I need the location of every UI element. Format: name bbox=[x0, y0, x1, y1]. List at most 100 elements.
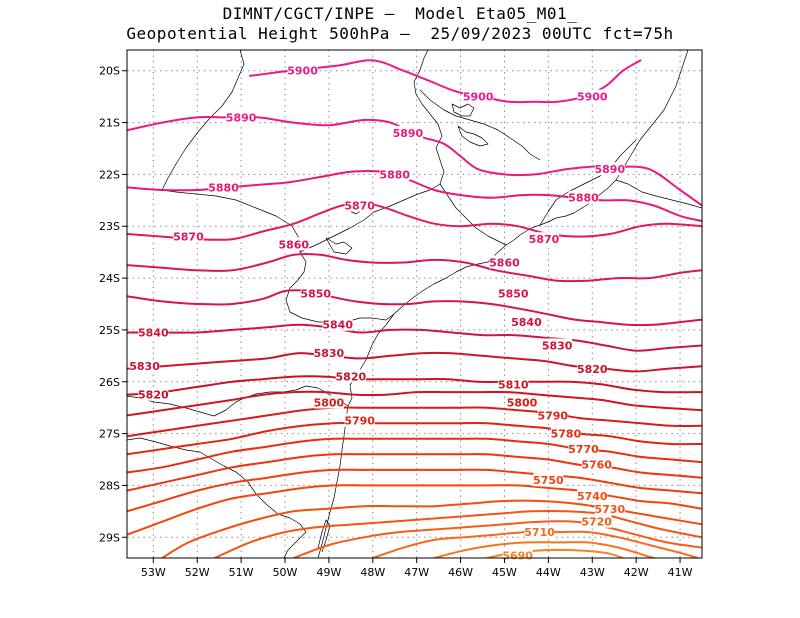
contour-label-5870: 5870 bbox=[173, 231, 204, 244]
contour-label-5880: 5880 bbox=[568, 192, 599, 205]
border-5 bbox=[299, 50, 445, 253]
contour-label-bg bbox=[511, 315, 542, 329]
x-tick-label: 53W bbox=[141, 566, 166, 579]
contour-label-5710: 5710 bbox=[524, 526, 555, 539]
border-2 bbox=[127, 437, 307, 558]
contour-label-bg bbox=[528, 232, 559, 246]
contour-line-5830 bbox=[127, 351, 702, 373]
contour-line-5750 bbox=[127, 484, 702, 536]
contour-label-5730: 5730 bbox=[595, 503, 626, 516]
border-4 bbox=[161, 50, 301, 252]
contour-label-5890: 5890 bbox=[226, 111, 257, 124]
coastline-map bbox=[127, 50, 702, 558]
contour-line-5760 bbox=[127, 468, 702, 513]
x-tick-label: 42W bbox=[624, 566, 649, 579]
contour-label-5720: 5720 bbox=[581, 516, 612, 529]
contour-label-5850: 5850 bbox=[498, 288, 529, 301]
x-tick-label: 45W bbox=[492, 566, 517, 579]
contour-label-bg bbox=[568, 190, 599, 204]
coastline-main bbox=[347, 50, 689, 407]
contour-line-5730 bbox=[213, 510, 702, 558]
contour-label-5860: 5860 bbox=[278, 238, 309, 251]
reservoir-2 bbox=[457, 125, 489, 147]
contour-line-5870 bbox=[127, 201, 702, 241]
y-tick-label: 23S bbox=[99, 220, 120, 233]
y-tick-label: 20S bbox=[99, 65, 120, 78]
y-tick-label: 29S bbox=[99, 531, 120, 544]
contour-line-5850 bbox=[127, 289, 702, 327]
x-tick-label: 47W bbox=[404, 566, 429, 579]
contour-label-5840: 5840 bbox=[322, 319, 353, 332]
contour-label-bg bbox=[577, 89, 608, 103]
reservoir-1 bbox=[451, 103, 475, 117]
contour-label-bg bbox=[208, 180, 239, 194]
contour-label-5890: 5890 bbox=[393, 127, 424, 140]
contour-line-5780 bbox=[127, 437, 702, 474]
contour-line-5840 bbox=[127, 323, 702, 352]
contour-label-5780: 5780 bbox=[551, 428, 582, 441]
contour-label-bg bbox=[594, 501, 625, 515]
contour-label-5880: 5880 bbox=[208, 181, 239, 194]
x-tick-label: 49W bbox=[316, 566, 341, 579]
contour-label-5790: 5790 bbox=[537, 409, 568, 422]
contour-label-5800: 5800 bbox=[314, 396, 345, 409]
lagoon bbox=[317, 519, 331, 553]
contour-label-bg bbox=[344, 198, 375, 212]
contour-line-5720 bbox=[292, 520, 702, 558]
contour-label-5900: 5900 bbox=[577, 91, 608, 104]
contour-line-5810 bbox=[127, 390, 702, 417]
y-tick-label: 27S bbox=[99, 428, 120, 441]
y-tick-label: 21S bbox=[99, 117, 120, 130]
contour-label-bg bbox=[581, 514, 612, 528]
contour-label-bg bbox=[581, 457, 612, 471]
contour-label-5880: 5880 bbox=[379, 168, 410, 181]
chart-title-line2: Geopotential Height 500hPa – 25/09/2023 … bbox=[126, 24, 674, 43]
contour-label-5690: 5690 bbox=[502, 549, 533, 562]
border-9 bbox=[419, 89, 541, 161]
contour-label-bg bbox=[568, 442, 599, 456]
contour-label-bg bbox=[489, 255, 520, 269]
contour-label-bg bbox=[507, 395, 538, 409]
coastline-south bbox=[317, 405, 349, 558]
contour-label-5860: 5860 bbox=[489, 257, 520, 270]
contour-label-5820: 5820 bbox=[336, 371, 367, 384]
x-tick-label: 41W bbox=[668, 566, 693, 579]
contour-label-bg bbox=[577, 488, 608, 502]
contour-label-bg bbox=[173, 229, 204, 243]
contour-label-bg bbox=[379, 167, 410, 181]
contour-label-bg bbox=[344, 413, 375, 427]
contour-label-bg bbox=[322, 317, 353, 331]
contour-label-5750: 5750 bbox=[533, 474, 564, 487]
contour-label-bg bbox=[335, 369, 366, 383]
contour-label-bg bbox=[498, 286, 529, 300]
contour-label-5890: 5890 bbox=[595, 163, 626, 176]
x-tick-label: 44W bbox=[536, 566, 561, 579]
contour-label-bg bbox=[313, 395, 344, 409]
contour-label-bg bbox=[138, 325, 169, 339]
contour-label-bg bbox=[594, 162, 625, 176]
contour-label-bg bbox=[533, 473, 564, 487]
x-tick-label: 52W bbox=[185, 566, 210, 579]
x-tick-label: 51W bbox=[229, 566, 254, 579]
contour-label-bg bbox=[300, 286, 331, 300]
contour-labels: 5900 5900 5900 5890 5890 5890 5880 5880 5880 5870… bbox=[129, 63, 626, 562]
border-3 bbox=[285, 251, 395, 323]
border-7 bbox=[539, 139, 637, 226]
y-axis-ticks: 20S 21S 22S 23S 24S 25S 26S 27S 28S 29S bbox=[99, 65, 127, 544]
contour-label-5830: 5830 bbox=[542, 339, 573, 352]
x-tick-label: 43W bbox=[580, 566, 605, 579]
contour-line-5860 bbox=[127, 252, 702, 283]
x-tick-label: 46W bbox=[448, 566, 473, 579]
chart-title-line1: DIMNT/CGCT/INPE – Model Eta05_M01_ bbox=[222, 4, 578, 23]
y-tick-label: 24S bbox=[99, 272, 120, 285]
contour-label-5840: 5840 bbox=[138, 327, 169, 340]
contour-label-5870: 5870 bbox=[529, 233, 560, 246]
contour-label-5810: 5810 bbox=[498, 378, 529, 391]
contour-label-5800: 5800 bbox=[507, 396, 538, 409]
contour-line-5800 bbox=[127, 406, 702, 438]
contour-label-5830: 5830 bbox=[314, 347, 345, 360]
contour-label-5820: 5820 bbox=[138, 389, 169, 402]
y-tick-label: 26S bbox=[99, 376, 120, 389]
y-tick-label: 25S bbox=[99, 324, 120, 337]
contour-label-bg bbox=[278, 237, 309, 251]
